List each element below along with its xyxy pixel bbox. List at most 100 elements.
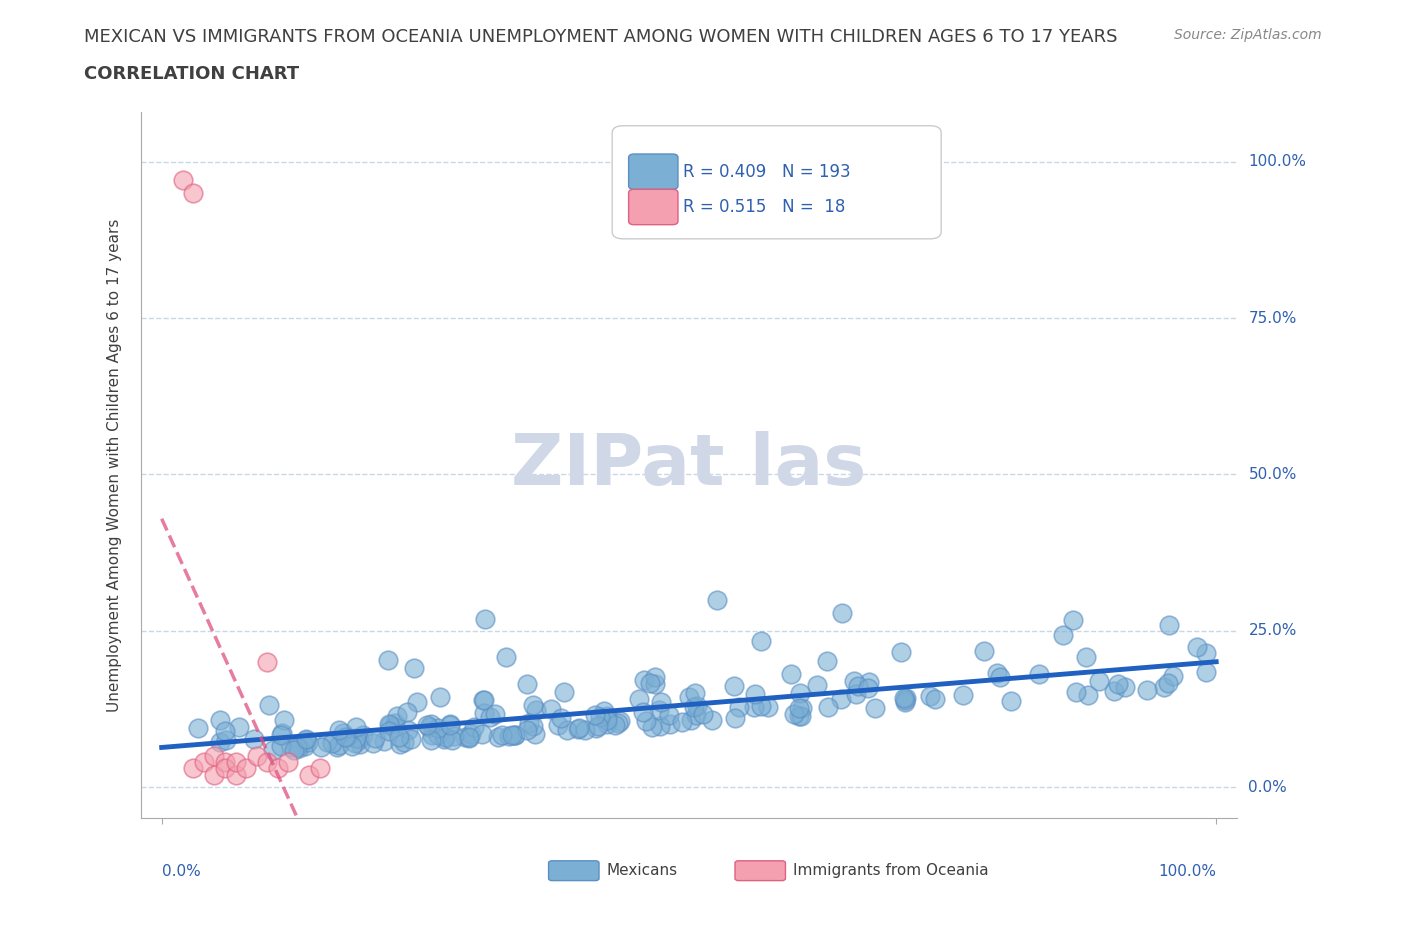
Point — [817, 699, 839, 714]
Point — [596, 712, 619, 727]
Point — [1088, 673, 1111, 688]
Point — [378, 716, 401, 731]
Point — [783, 707, 806, 722]
Point — [700, 713, 723, 728]
Point — [460, 726, 482, 741]
Point — [389, 737, 412, 751]
Point — [309, 739, 332, 754]
Point — [214, 754, 236, 769]
Point — [396, 723, 419, 737]
Point — [297, 735, 319, 750]
Point — [1064, 684, 1087, 699]
Text: MEXICAN VS IMMIGRANTS FROM OCEANIA UNEMPLOYMENT AMONG WOMEN WITH CHILDREN AGES 6: MEXICAN VS IMMIGRANTS FROM OCEANIA UNEMP… — [84, 28, 1118, 46]
Point — [344, 720, 367, 735]
Point — [388, 730, 411, 745]
Point — [633, 705, 655, 720]
Point — [644, 670, 666, 684]
Point — [484, 707, 506, 722]
Point — [295, 731, 318, 746]
Point — [401, 732, 423, 747]
Point — [373, 734, 395, 749]
Point — [894, 690, 917, 705]
Point — [648, 719, 671, 734]
Point — [540, 701, 562, 716]
Point — [633, 672, 655, 687]
Point — [516, 723, 538, 737]
Point — [402, 661, 425, 676]
Point — [644, 677, 666, 692]
Point — [491, 727, 513, 742]
Point — [495, 649, 517, 664]
Point — [382, 720, 405, 735]
Point — [706, 592, 728, 607]
Point — [315, 735, 337, 750]
Point — [1052, 628, 1074, 643]
Point — [225, 754, 247, 769]
Point — [432, 732, 454, 747]
Point — [214, 761, 236, 776]
Point — [842, 673, 865, 688]
Point — [858, 681, 880, 696]
Point — [309, 761, 332, 776]
Point — [439, 716, 461, 731]
Point — [471, 726, 494, 741]
Point — [1195, 664, 1218, 679]
Point — [202, 749, 225, 764]
Point — [208, 735, 231, 750]
Point — [685, 708, 707, 723]
Point — [647, 702, 669, 717]
Point — [344, 730, 367, 745]
Point — [568, 720, 591, 735]
Point — [328, 737, 350, 752]
Point — [294, 738, 316, 753]
Point — [474, 611, 496, 626]
Point — [893, 693, 915, 708]
Point — [609, 713, 631, 728]
Point — [574, 723, 596, 737]
Point — [384, 716, 406, 731]
Point — [1157, 675, 1180, 690]
Point — [215, 733, 238, 748]
Point — [1161, 669, 1184, 684]
Point — [678, 689, 700, 704]
Point — [326, 739, 349, 754]
Point — [749, 699, 772, 714]
Point — [790, 708, 813, 723]
Text: Mexicans: Mexicans — [607, 863, 678, 878]
Point — [742, 699, 765, 714]
Point — [683, 685, 706, 700]
Point — [418, 720, 440, 735]
Point — [1077, 687, 1099, 702]
Point — [585, 720, 607, 735]
Point — [524, 726, 547, 741]
Point — [186, 720, 208, 735]
Point — [332, 725, 354, 740]
Point — [830, 692, 852, 707]
Point — [183, 185, 205, 200]
Point — [924, 692, 946, 707]
Point — [596, 717, 619, 732]
Text: CORRELATION CHART: CORRELATION CHART — [84, 65, 299, 83]
Point — [419, 733, 441, 748]
Point — [634, 714, 657, 729]
Point — [501, 727, 523, 742]
Point — [419, 717, 441, 732]
Y-axis label: Unemployment Among Women with Children Ages 6 to 17 years: Unemployment Among Women with Children A… — [107, 219, 122, 711]
Point — [273, 712, 295, 727]
Point — [434, 729, 457, 744]
Point — [498, 728, 520, 743]
Point — [364, 731, 387, 746]
Point — [458, 730, 481, 745]
Point — [228, 720, 250, 735]
Text: ZIPat las: ZIPat las — [512, 431, 866, 499]
Point — [209, 712, 232, 727]
Point — [183, 761, 205, 776]
Point — [920, 689, 942, 704]
Point — [256, 754, 278, 769]
Point — [547, 718, 569, 733]
Point — [458, 731, 481, 746]
Text: 0.0%: 0.0% — [162, 864, 201, 880]
Point — [1063, 613, 1085, 628]
Point — [603, 717, 626, 732]
Point — [586, 718, 609, 733]
